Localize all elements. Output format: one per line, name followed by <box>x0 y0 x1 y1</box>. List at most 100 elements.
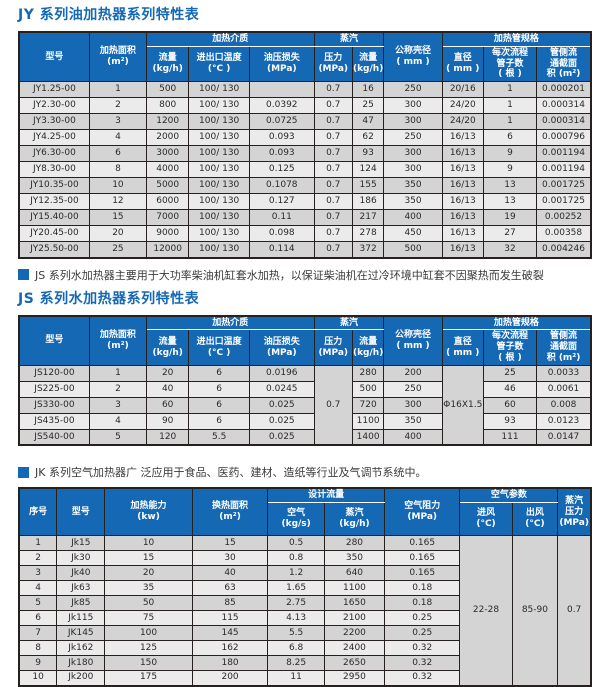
table-cell: JS330-00 <box>18 396 90 414</box>
table-cell: JY4.25-00 <box>18 129 90 147</box>
jy-section-title: JY 系列油加热器系列特性表 <box>18 7 200 23</box>
table-cell: 0.7 <box>313 113 353 131</box>
table-cell: JY25.50-00 <box>18 241 90 259</box>
table-cell: 1 <box>18 535 58 552</box>
column-header: 流量 (kg/h) <box>146 329 190 366</box>
table-cell: 0.001194 <box>536 161 592 179</box>
table-cell: 500 <box>351 380 385 398</box>
table-cell: 5.5 <box>267 625 325 642</box>
table-cell: JY3.30-00 <box>18 113 90 131</box>
table-cell: 0.004246 <box>536 241 592 259</box>
table-cell: 186 <box>351 193 385 211</box>
table-cell: 640 <box>323 565 385 582</box>
table-cell: 93 <box>482 412 538 430</box>
column-header: 设计流量 <box>267 487 385 504</box>
table-cell: 111 <box>482 428 538 446</box>
header-row: 序号 型号 加热能力 (kw) 换热面积 (m²) 设计流量 空气阻力 (MPa) 空气参数… <box>18 487 592 537</box>
table-cell: 60 <box>146 396 190 414</box>
table-cell: 155 <box>351 177 385 195</box>
table-cell: 90 <box>146 412 190 430</box>
column-header: 空气阻力 (MPa) <box>383 487 461 537</box>
table-cell: 115 <box>191 610 269 627</box>
column-header: 管侧流 通截面 积 (m²) <box>536 45 592 83</box>
table-cell: 372 <box>351 241 385 259</box>
column-header: 加热介质 <box>146 315 315 331</box>
table-cell: 13 <box>482 177 538 195</box>
table-cell: 6 <box>18 610 58 627</box>
table-cell: 0.025 <box>248 412 315 430</box>
table-cell: 6 <box>188 396 250 414</box>
table-cell: 400 <box>383 428 443 446</box>
table-cell: 800 <box>146 97 190 115</box>
table-cell: 120 <box>146 428 190 446</box>
table-row: 3 Jk40 20 40 1.2 640 0.165 <box>18 565 591 582</box>
table-cell: 5000 <box>146 177 190 195</box>
table-row: JY2.30-00 2 800 100/ 130 0.0392 0.7 25 300 24/20… <box>18 97 592 115</box>
table-cell: 1 <box>88 364 148 382</box>
table-cell: 250 <box>383 380 443 398</box>
table-cell: 0.25 <box>383 625 461 642</box>
table-cell: 200 <box>191 670 269 687</box>
table-cell: 100/ 130 <box>188 193 250 211</box>
table-cell: 63 <box>191 580 269 597</box>
table-cell: 1 <box>482 97 538 115</box>
table-cell: 0.25 <box>383 610 461 627</box>
table-cell: 4000 <box>146 161 190 179</box>
table-cell: JS225-00 <box>18 380 90 398</box>
table-cell: 20 <box>88 225 148 243</box>
table-cell: 8.25 <box>267 655 325 672</box>
table-cell: 0.001194 <box>536 145 592 163</box>
table-cell: 0.093 <box>248 145 315 163</box>
table-cell: 0.7 <box>313 97 353 115</box>
table-cell: 7000 <box>146 209 190 227</box>
column-header: 油压损失 (MPa) <box>248 45 315 83</box>
table-cell: 2650 <box>323 655 385 672</box>
table-row: 1 Jk15 10 15 0.5 280 0.165 22-28 85-90 0.7 <box>18 535 592 687</box>
column-header: 加热面积 (m²) <box>88 31 148 83</box>
column-header: 每次流程 管子数 ( 根 ) <box>482 329 538 366</box>
table-cell: 0.0061 <box>536 380 592 398</box>
table-cell: 16/13 <box>441 193 484 211</box>
table-cell: 5.5 <box>188 428 250 446</box>
table-cell: 100 <box>104 625 193 642</box>
table-cell: 175 <box>104 670 193 687</box>
table-cell: JY20.45-00 <box>18 225 90 243</box>
table-cell: Jk162 <box>56 640 106 657</box>
table-cell: 0.1078 <box>248 177 315 195</box>
table-cell: Jk63 <box>56 580 106 597</box>
table-cell: 25 <box>482 364 538 382</box>
table-cell: 85 <box>191 595 269 612</box>
table-cell: 0.32 <box>383 670 461 687</box>
table-row: JY4.25-00 4 2000 100/ 130 0.093 0.7 62 250 16/13… <box>18 129 592 147</box>
table-cell: 16/13 <box>441 129 484 147</box>
table-row: JY15.40-00 15 7000 100/ 130 0.11 0.7 217 400 16/… <box>18 209 592 227</box>
table-cell: 0.025 <box>248 396 315 414</box>
column-header: 公称壳径 ( mm ) <box>383 31 443 83</box>
table-cell: 180 <box>191 655 269 672</box>
table-cell: 93 <box>351 145 385 163</box>
table-cell: 100/ 130 <box>188 177 250 195</box>
table-cell: 280 <box>351 364 385 382</box>
header-row: 空气 (kg/s) 蒸汽 (kg/h) 进风 (°C) 出风 (°C) <box>19 502 591 537</box>
table-cell: 15 <box>88 209 148 227</box>
table-cell: JY10.35-00 <box>18 177 90 195</box>
table-cell: 1100 <box>351 412 385 430</box>
table-row: 9 Jk180 150 180 8.25 2650 0.32 <box>18 655 591 672</box>
column-header: 压力 (MPa) <box>313 45 353 83</box>
table-cell: 2 <box>88 380 148 398</box>
column-header: 序号 <box>18 487 58 537</box>
table-cell: 30 <box>191 550 269 567</box>
table-cell: Φ16X1.5 <box>441 364 484 446</box>
table-cell: 100/ 130 <box>188 81 250 99</box>
table-cell: 2000 <box>146 129 190 147</box>
table-cell: 5 <box>18 595 58 612</box>
jk-characteristics-table: 序号 型号 加热能力 (kw) 换热面积 (m²) 设计流量 空气阻力 (MPa) 空气参数… <box>18 487 592 687</box>
table-cell: 162 <box>191 640 269 657</box>
column-header: 进出口温度 (°C ) <box>188 45 250 83</box>
table-cell: JK145 <box>56 625 106 642</box>
table-cell: 0.11 <box>248 209 315 227</box>
table-cell: 75 <box>104 610 193 627</box>
table-cell: 2400 <box>323 640 385 657</box>
table-cell: JS435-00 <box>18 412 90 430</box>
